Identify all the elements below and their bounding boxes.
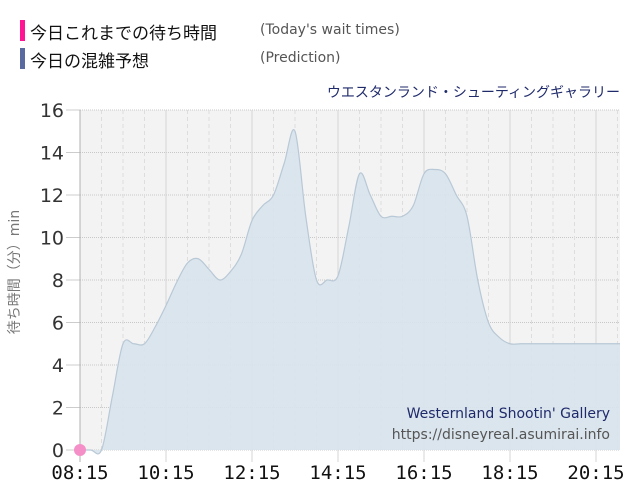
today-swatch-icon (20, 20, 25, 41)
y-tick-label: 4 (52, 355, 64, 377)
today-point[interactable] (74, 444, 86, 456)
x-tick-label: 12:15 (223, 462, 280, 484)
x-tick-label: 16:15 (395, 462, 452, 484)
y-tick-label: 6 (52, 313, 64, 335)
legend-sub-prediction: (Prediction) (260, 50, 341, 66)
watermark-ride-name: Westernland Shootin' Gallery (406, 406, 610, 422)
legend-sub-today: (Today's wait times) (260, 22, 400, 38)
y-tick-label: 16 (40, 100, 64, 122)
x-tick-label: 18:15 (481, 462, 538, 484)
legend-label-today: 今日これまでの待ち時間 (30, 24, 217, 44)
x-tick-label: 14:15 (309, 462, 366, 484)
y-tick-label: 10 (40, 228, 64, 250)
y-tick-label: 0 (52, 440, 64, 462)
prediction-area (79, 129, 620, 455)
y-tick-label: 12 (40, 185, 64, 207)
today-points (74, 444, 86, 456)
prediction-swatch-icon (20, 48, 25, 69)
y-axis-ticks: 0 2 4 6 8 10 12 14 16 (40, 100, 64, 462)
x-axis-ticks: 08:15 10:15 12:15 14:15 16:15 18:15 20:15 (51, 462, 624, 484)
chart-title: ウエスタンランド・シューティングギャラリー (326, 85, 620, 101)
legend-label-prediction: 今日の混雑予想 (30, 52, 149, 72)
y-axis-label: 待ち時間（分）min (7, 209, 23, 335)
x-tick-label: 20:15 (567, 462, 624, 484)
x-tick-label: 08:15 (51, 462, 108, 484)
y-tick-label: 14 (40, 143, 64, 165)
x-tick-label: 10:15 (137, 462, 194, 484)
y-tick-label: 2 (52, 398, 64, 420)
y-tick-label: 8 (52, 270, 64, 292)
watermark-url[interactable]: https://disneyreal.asumirai.info (391, 427, 610, 443)
